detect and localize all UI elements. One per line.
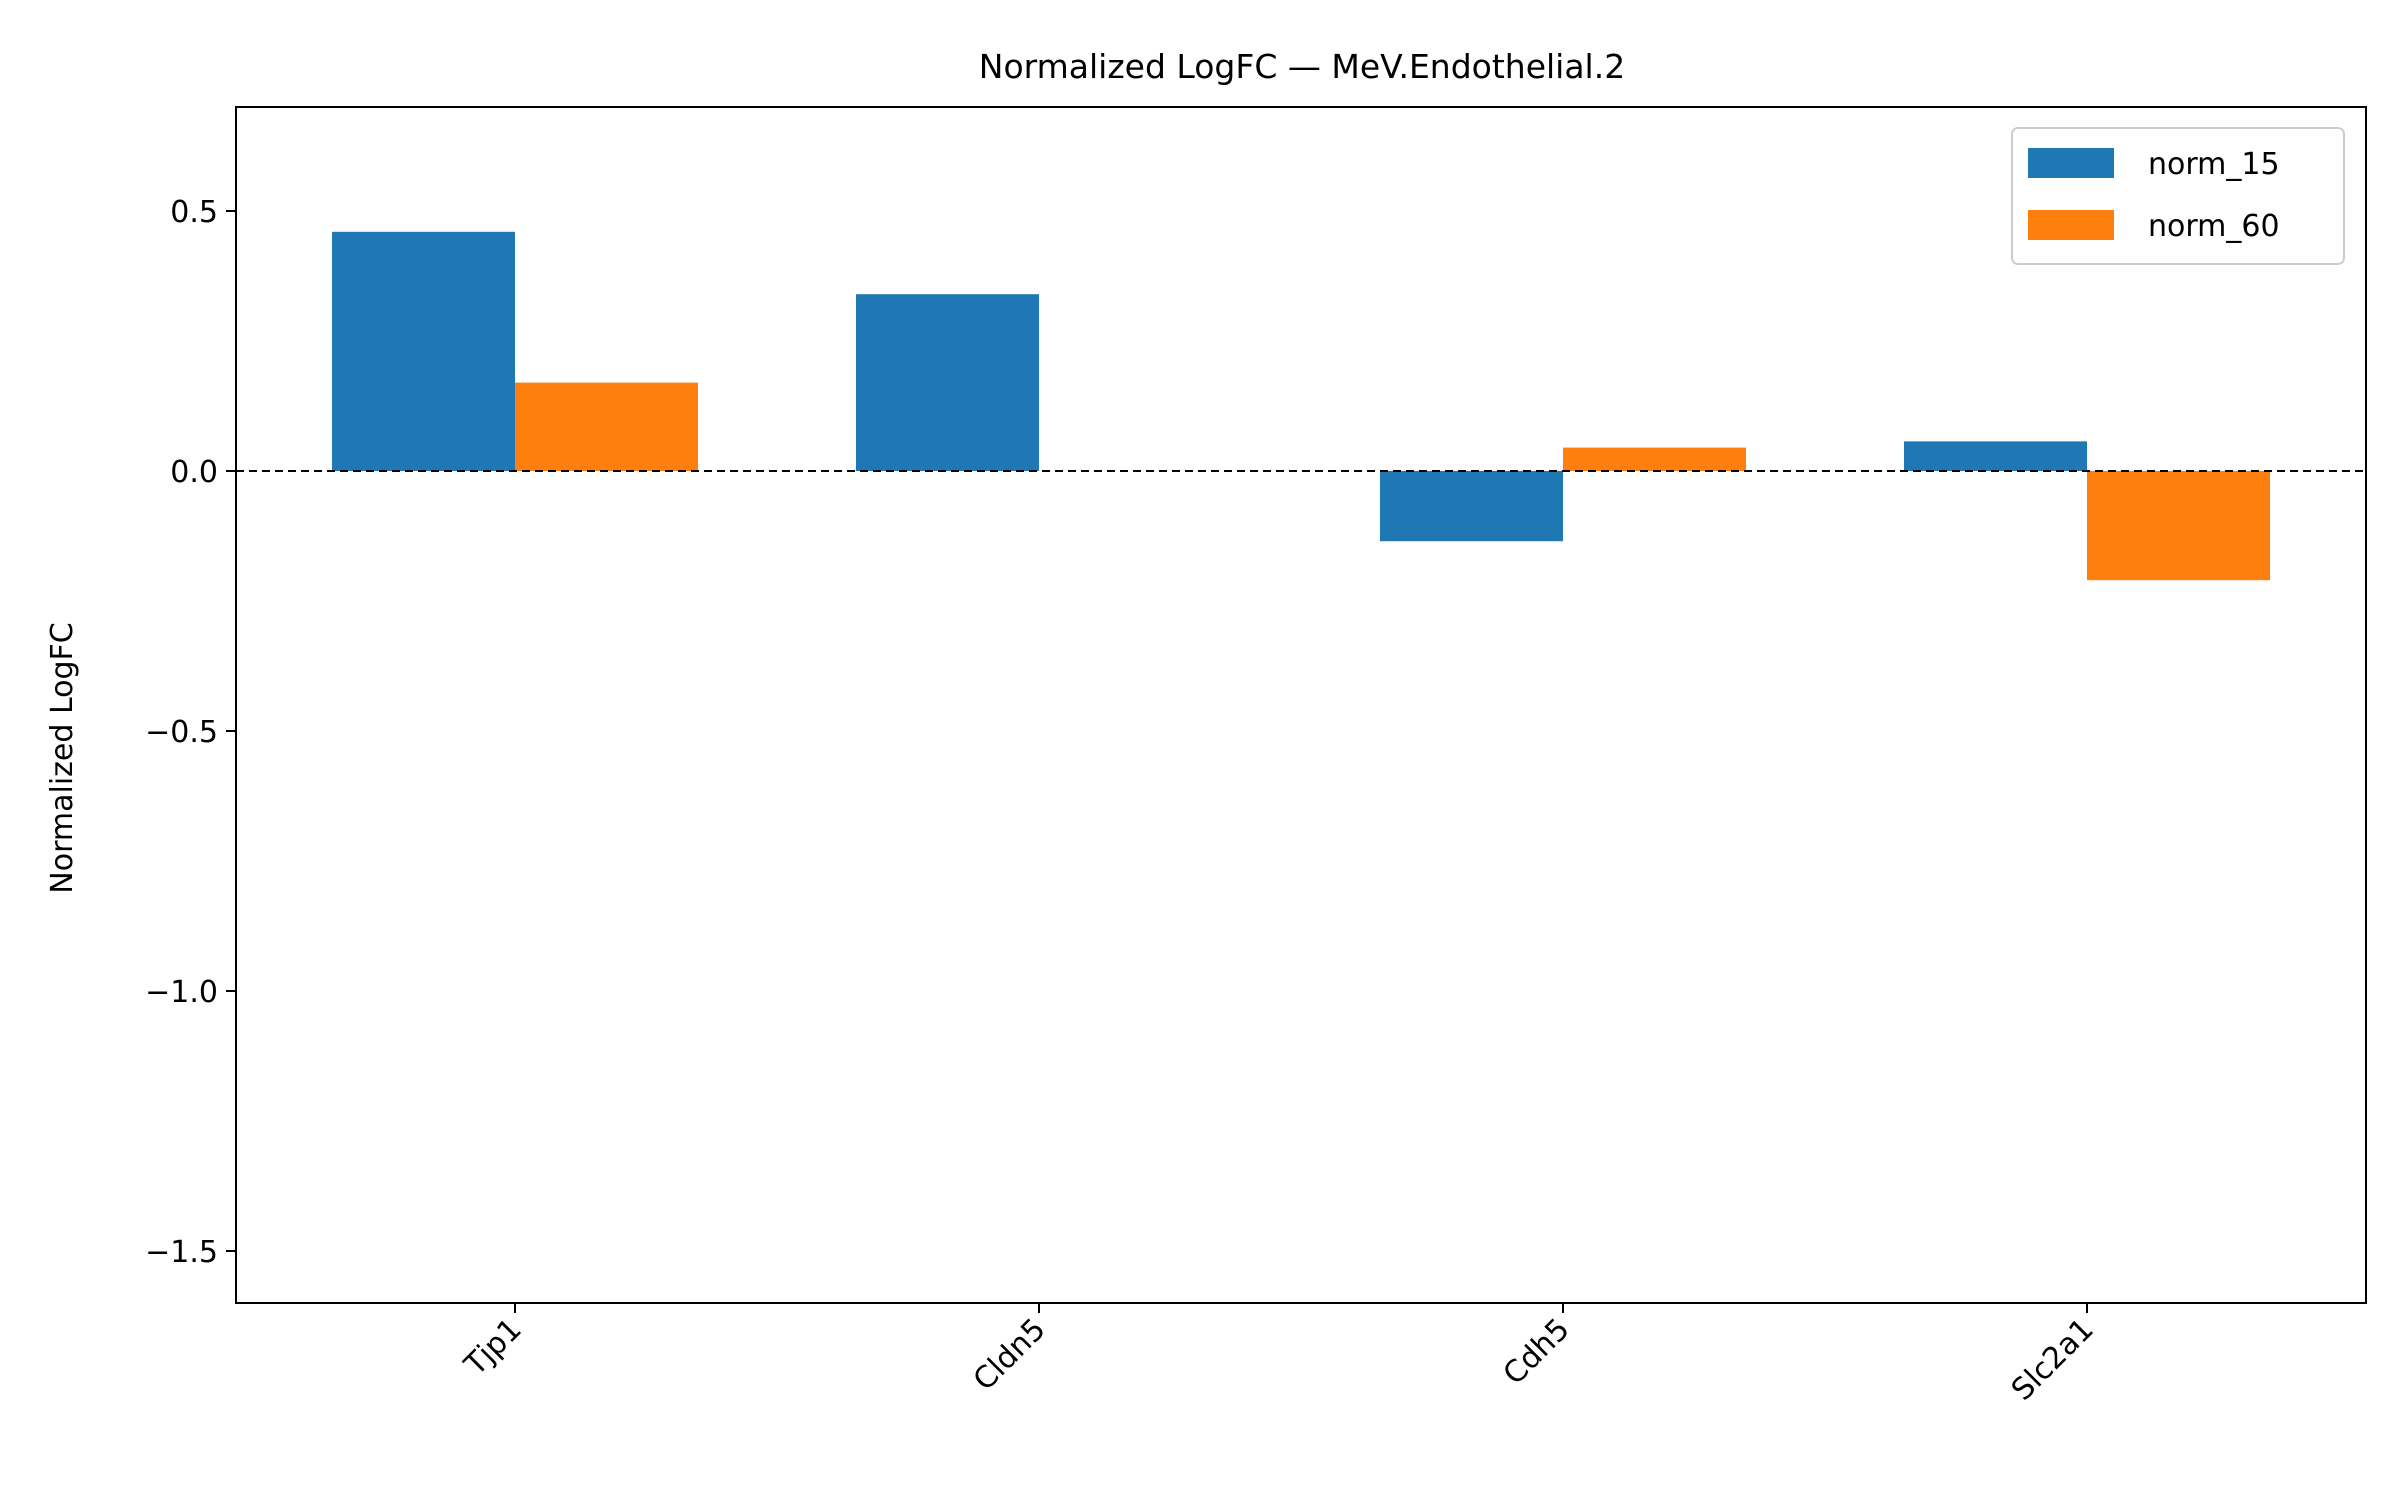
x-axis: Tjp1 Cldn5 Cdh5 Slc2a1 (457, 1303, 2101, 1408)
y-tick-label: −1.5 (145, 1235, 218, 1270)
chart-title: Normalized LogFC — MeV.Endothelial.2 (979, 47, 1625, 86)
plot-background (236, 107, 2366, 1303)
y-tick-label: −0.5 (145, 715, 218, 750)
legend: norm_15 norm_60 (2011, 127, 2345, 265)
x-tick-label: Slc2a1 (2005, 1312, 2101, 1408)
y-tick-label: 0.5 (170, 195, 218, 230)
x-tick-label: Cldn5 (967, 1312, 1053, 1398)
bar-norm_15-tjp1 (332, 231, 515, 471)
legend-swatch-norm_15 (2028, 148, 2114, 178)
bar-norm_15-cdh5 (1380, 471, 1563, 542)
plot-area (235, 106, 2367, 1304)
legend-label-norm_60: norm_60 (2148, 209, 2280, 244)
bar-norm_15-slc2a1 (1904, 441, 2087, 471)
y-tick-label: −1.0 (145, 975, 218, 1010)
y-tick-label: 0.0 (170, 455, 218, 490)
bar-norm_15-cldn5 (856, 294, 1039, 471)
bar-norm_60-tjp1 (515, 382, 698, 471)
plot-frame (235, 106, 2367, 1304)
bars (332, 231, 2270, 581)
y-axis-label: Normalized LogFC (45, 622, 80, 893)
x-tick-label: Tjp1 (457, 1312, 528, 1383)
bar-norm_60-slc2a1 (2087, 471, 2270, 581)
legend-label-norm_15: norm_15 (2148, 147, 2280, 182)
legend-swatch-norm_60 (2028, 210, 2114, 240)
x-tick-label: Cdh5 (1497, 1312, 1577, 1392)
bar-norm_60-cdh5 (1563, 447, 1746, 471)
y-axis: 0.5 0.0 −0.5 −1.0 −1.5 (145, 195, 236, 1270)
